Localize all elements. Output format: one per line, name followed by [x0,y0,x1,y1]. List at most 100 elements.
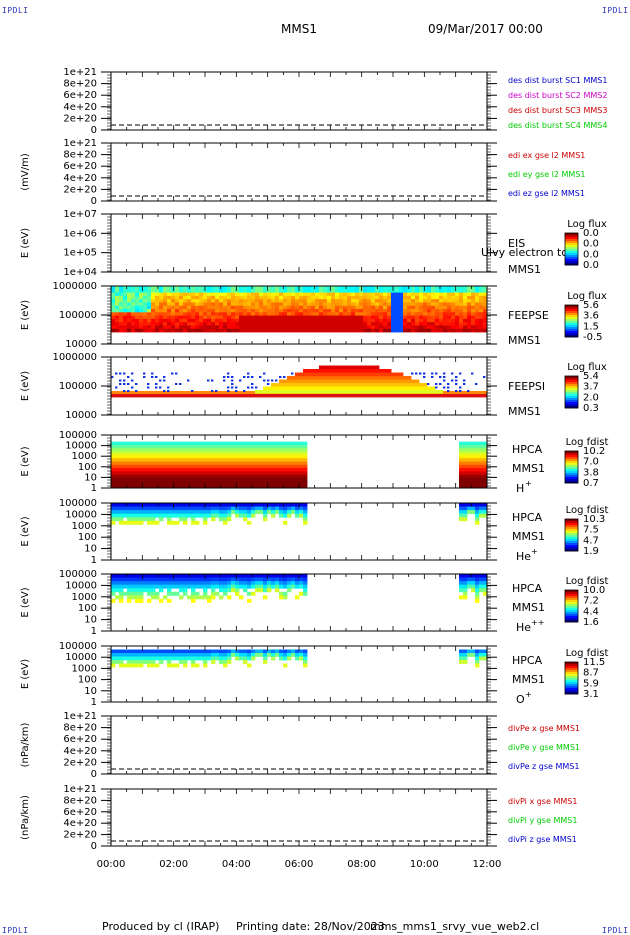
spectro-cell [279,653,284,657]
spectro-cell [479,510,484,515]
spectro-cell [123,510,128,515]
colorbar-segment-feepsi [565,390,578,393]
spectro-cell [303,649,308,654]
spectro-cell [211,451,216,456]
spectro-cell [399,383,404,387]
spectro-cell [283,663,288,668]
spectro-cell [259,394,264,398]
spectro-cell [151,471,156,476]
spectro-cell [135,478,140,482]
colorbar-segment-hpca_he [565,533,578,536]
spectro-cell [435,390,440,394]
spectro-cell [119,312,124,316]
spectro-cell [195,649,200,654]
spectro-cell [111,581,116,586]
spectro-cell [463,454,468,459]
spectro-cell [363,286,368,290]
spectro-cell [455,391,460,395]
spectro-cell [159,517,164,522]
spectro-cell [323,394,328,398]
spectro-cell [439,318,444,323]
spectro-cell [119,577,124,582]
ytick-label-divi: 4e+20 [63,818,97,829]
spectro-cell [303,305,308,310]
spectro-cell [219,458,224,462]
spectro-cell [231,386,234,389]
spectro-cell [307,292,312,297]
spectro-cell [143,312,148,316]
spectro-cell [303,653,308,657]
spectro-cell [343,328,348,333]
spectro-cell [255,325,260,330]
spectro-cell [347,305,352,310]
spectro-cell [283,302,288,307]
spectro-cell [475,520,480,525]
spectro-cell [443,325,448,330]
spectro-cell [227,513,232,518]
spectro-cell [203,448,208,452]
spectro-cell [467,328,472,333]
spectro-cell [283,584,288,589]
spectro-cell [351,365,356,370]
spectro-cell [195,289,200,293]
spectro-cell [303,513,308,518]
spectro-cell [251,302,256,307]
spectro-cell [203,318,208,323]
spectro-cell [275,286,280,290]
spectro-cell [299,503,304,507]
spectro-cell [147,328,152,333]
spectro-cell [471,454,476,459]
spectro-cell [223,481,228,486]
spectro-cell [243,653,248,657]
spectro-cell [139,513,144,518]
spectro-cell [195,510,200,515]
colorbar-tick-eis: 0.0 [583,249,599,260]
spectro-cell [267,448,272,452]
spectro-cell [287,481,292,486]
spectro-cell [171,305,176,310]
spectro-cell [219,584,224,589]
spectro-cell [119,394,124,398]
spectro-cell [323,390,328,394]
colorbar-segment-feepsi [565,402,578,405]
colorbar-hpca_hepp [564,589,579,623]
spectro-cell [427,325,432,330]
spectro-cell [179,391,184,395]
spectro-cell [159,598,164,603]
colorbar-segment-hpca_he [565,547,578,550]
spectro-cell [143,588,148,593]
colorbar-segment-hpca_hepp [565,610,578,613]
colorbar-segment-hpca_he [565,527,578,530]
spectro-cell [159,391,164,395]
spectro-cell [231,581,236,586]
spectro-cell [195,577,200,582]
spectro-cell [279,444,284,449]
spectro-cell [479,577,484,582]
spectro-cell [183,513,188,518]
spectro-cell [175,289,180,293]
spectro-cell [463,383,466,385]
spectro-cell [483,302,488,307]
spectro-cell [267,474,272,479]
spectro-cell [459,510,464,515]
spectro-cell [323,295,328,300]
spectro-cell [419,383,424,387]
spectro-cell [459,468,464,472]
spectro-cell [139,503,144,507]
spectro-cell [187,478,192,482]
spectro-cell [339,299,344,303]
spectro-cell [239,289,244,293]
spectro-cell [311,383,316,387]
colorbar-segment-hpca_hepp [565,608,578,611]
spectro-cell [271,458,276,462]
spectro-cell [391,318,396,323]
spectro-cell [315,315,320,320]
spectro-cell [115,441,120,446]
spectro-cell [363,318,368,323]
spectro-cell [459,649,464,654]
spectro-cell [243,299,248,303]
spectro-cell [299,289,304,293]
spectro-cell [483,454,488,459]
spectro-cell [207,577,212,582]
spectro-cell [147,305,152,310]
